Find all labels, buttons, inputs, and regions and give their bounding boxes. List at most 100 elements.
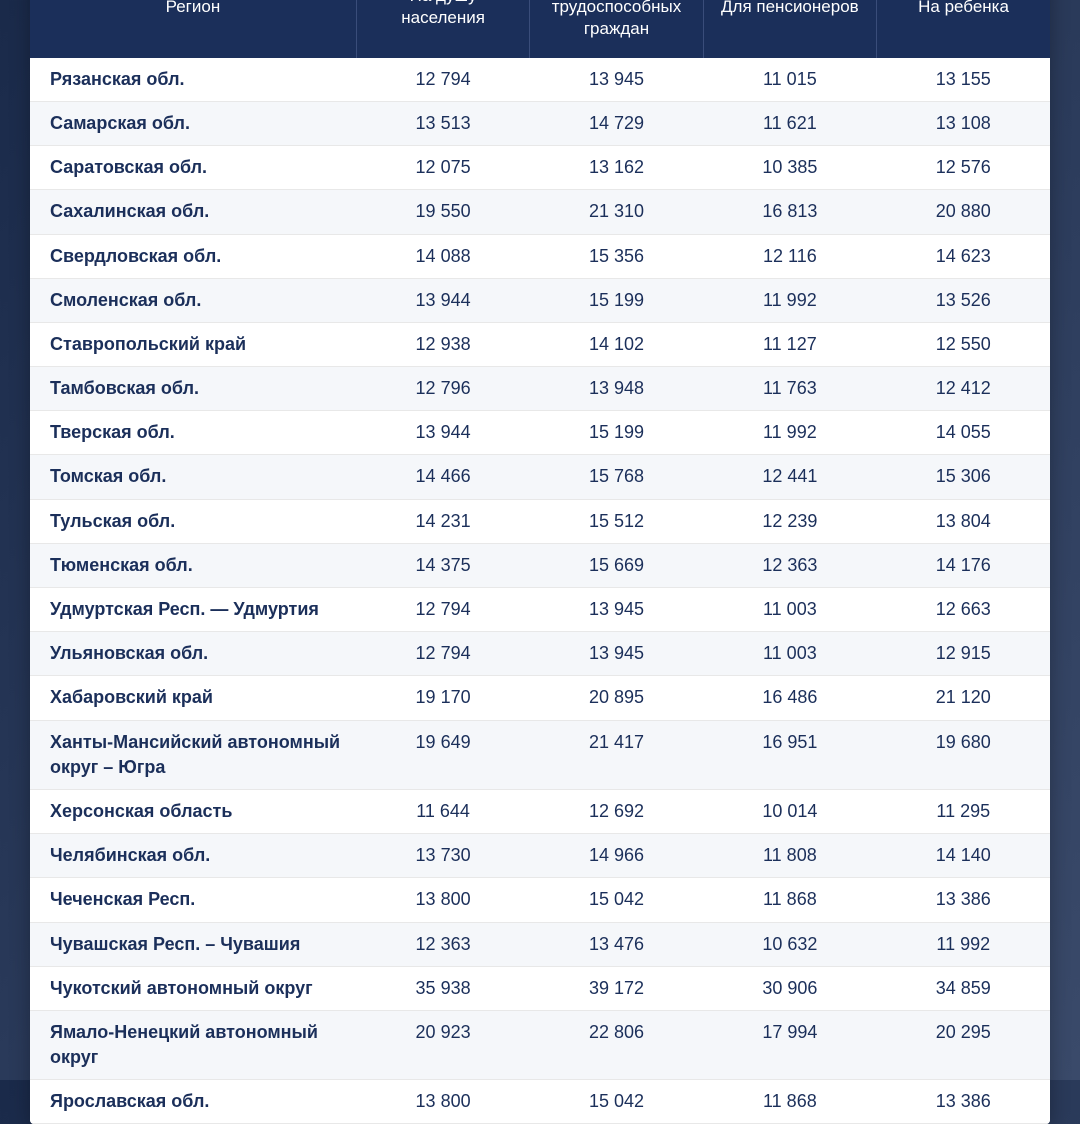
cell-pensioners: 12 116 — [703, 234, 876, 278]
cell-working-age: 15 356 — [530, 234, 703, 278]
cell-children: 13 526 — [877, 278, 1050, 322]
cell-pensioners: 11 992 — [703, 278, 876, 322]
cell-children: 12 576 — [877, 146, 1050, 190]
cell-per-capita: 12 938 — [356, 322, 529, 366]
cell-children: 12 663 — [877, 588, 1050, 632]
cell-per-capita: 12 794 — [356, 632, 529, 676]
cell-per-capita: 14 375 — [356, 543, 529, 587]
cell-pensioners: 11 621 — [703, 101, 876, 145]
cell-per-capita: 20 923 — [356, 1010, 529, 1079]
table-row: Ульяновская обл.12 79413 94511 00312 915 — [30, 632, 1050, 676]
col-region: Регион — [30, 0, 356, 58]
cell-children: 13 386 — [877, 878, 1050, 922]
table-row: Смоленская обл.13 94415 19911 99213 526 — [30, 278, 1050, 322]
cell-per-capita: 19 550 — [356, 190, 529, 234]
table-row: Свердловская обл.14 08815 35612 11614 62… — [30, 234, 1050, 278]
cell-region: Тверская обл. — [30, 411, 356, 455]
cell-working-age: 20 895 — [530, 676, 703, 720]
cell-working-age: 39 172 — [530, 966, 703, 1010]
cell-region: Чеченская Респ. — [30, 878, 356, 922]
cell-per-capita: 12 075 — [356, 146, 529, 190]
cell-per-capita: 13 944 — [356, 411, 529, 455]
cell-region: Ямало-Ненецкий автономный округ — [30, 1010, 356, 1079]
cell-region: Смоленская обл. — [30, 278, 356, 322]
cell-region: Удмуртская Респ. — Удмуртия — [30, 588, 356, 632]
cell-per-capita: 35 938 — [356, 966, 529, 1010]
cell-region: Ярославская обл. — [30, 1080, 356, 1124]
cell-children: 14 140 — [877, 834, 1050, 878]
cell-per-capita: 13 730 — [356, 834, 529, 878]
cell-working-age: 13 945 — [530, 588, 703, 632]
cell-region: Самарская обл. — [30, 101, 356, 145]
table-row: Хабаровский край19 17020 89516 48621 120 — [30, 676, 1050, 720]
table-row: Сахалинская обл.19 55021 31016 81320 880 — [30, 190, 1050, 234]
cell-region: Ханты-Мансийский автономный округ – Югра — [30, 720, 356, 789]
cell-region: Ульяновская обл. — [30, 632, 356, 676]
cell-region: Свердловская обл. — [30, 234, 356, 278]
cell-working-age: 15 042 — [530, 878, 703, 922]
cell-children: 11 992 — [877, 922, 1050, 966]
cell-region: Сахалинская обл. — [30, 190, 356, 234]
table-header: Регион На душу населения Для трудоспособ… — [30, 0, 1050, 58]
cell-pensioners: 11 127 — [703, 322, 876, 366]
cell-region: Хабаровский край — [30, 676, 356, 720]
cell-per-capita: 12 794 — [356, 58, 529, 102]
table-row: Чеченская Респ.13 80015 04211 86813 386 — [30, 878, 1050, 922]
cell-pensioners: 17 994 — [703, 1010, 876, 1079]
table-row: Челябинская обл.13 73014 96611 80814 140 — [30, 834, 1050, 878]
cell-region: Томская обл. — [30, 455, 356, 499]
cell-region: Саратовская обл. — [30, 146, 356, 190]
cell-working-age: 15 199 — [530, 411, 703, 455]
cell-working-age: 15 512 — [530, 499, 703, 543]
cell-children: 12 412 — [877, 367, 1050, 411]
cell-pensioners: 11 763 — [703, 367, 876, 411]
table-row: Херсонская область11 64412 69210 01411 2… — [30, 789, 1050, 833]
cell-children: 12 550 — [877, 322, 1050, 366]
regions-table: Регион На душу населения Для трудоспособ… — [30, 0, 1050, 1124]
cell-working-age: 14 102 — [530, 322, 703, 366]
cell-working-age: 15 768 — [530, 455, 703, 499]
cell-per-capita: 12 363 — [356, 922, 529, 966]
cell-children: 14 176 — [877, 543, 1050, 587]
cell-pensioners: 11 003 — [703, 588, 876, 632]
table-row: Тамбовская обл.12 79613 94811 76312 412 — [30, 367, 1050, 411]
cell-pensioners: 10 014 — [703, 789, 876, 833]
cell-region: Тамбовская обл. — [30, 367, 356, 411]
cell-per-capita: 13 944 — [356, 278, 529, 322]
cell-children: 13 108 — [877, 101, 1050, 145]
cell-children: 19 680 — [877, 720, 1050, 789]
cell-children: 11 295 — [877, 789, 1050, 833]
cell-pensioners: 10 385 — [703, 146, 876, 190]
table-row: Чувашская Респ. – Чувашия12 36313 47610 … — [30, 922, 1050, 966]
cell-working-age: 12 692 — [530, 789, 703, 833]
cell-region: Тюменская обл. — [30, 543, 356, 587]
cell-region: Тульская обл. — [30, 499, 356, 543]
table-row: Тульская обл.14 23115 51212 23913 804 — [30, 499, 1050, 543]
cell-pensioners: 11 868 — [703, 1080, 876, 1124]
cell-per-capita: 13 800 — [356, 878, 529, 922]
cell-children: 12 915 — [877, 632, 1050, 676]
cell-per-capita: 14 466 — [356, 455, 529, 499]
data-table-container: Регион На душу населения Для трудоспособ… — [30, 0, 1050, 1124]
table-row: Тверская обл.13 94415 19911 99214 055 — [30, 411, 1050, 455]
cell-pensioners: 11 003 — [703, 632, 876, 676]
cell-region: Ставропольский край — [30, 322, 356, 366]
cell-children: 15 306 — [877, 455, 1050, 499]
cell-working-age: 15 042 — [530, 1080, 703, 1124]
cell-children: 20 880 — [877, 190, 1050, 234]
table-row: Чукотский автономный округ35 93839 17230… — [30, 966, 1050, 1010]
cell-pensioners: 11 992 — [703, 411, 876, 455]
cell-region: Рязанская обл. — [30, 58, 356, 102]
cell-region: Чувашская Респ. – Чувашия — [30, 922, 356, 966]
cell-working-age: 15 669 — [530, 543, 703, 587]
cell-per-capita: 19 170 — [356, 676, 529, 720]
cell-per-capita: 13 800 — [356, 1080, 529, 1124]
cell-pensioners: 30 906 — [703, 966, 876, 1010]
cell-pensioners: 16 486 — [703, 676, 876, 720]
col-children: На ребенка — [877, 0, 1050, 58]
table-row: Удмуртская Респ. — Удмуртия12 79413 9451… — [30, 588, 1050, 632]
cell-working-age: 13 162 — [530, 146, 703, 190]
cell-per-capita: 13 513 — [356, 101, 529, 145]
cell-children: 21 120 — [877, 676, 1050, 720]
cell-per-capita: 12 794 — [356, 588, 529, 632]
